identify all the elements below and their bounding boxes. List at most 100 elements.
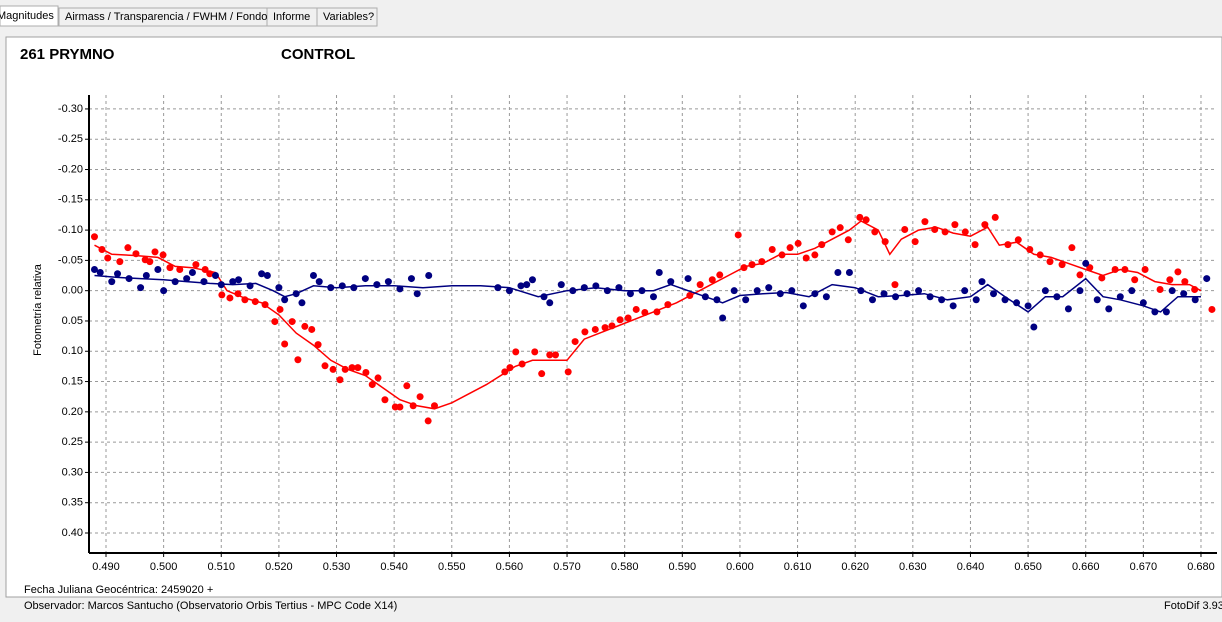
point [786,244,794,252]
point [871,228,879,236]
point [298,299,306,307]
point [494,284,502,292]
x-tick-label: 0.510 [207,561,235,573]
x-tick-label: 0.540 [380,561,408,573]
x-tick-label: 0.640 [957,561,985,573]
point [580,284,588,292]
point [192,261,200,269]
point [624,314,632,322]
point [151,248,159,256]
y-tick-label: -0.30 [58,103,83,115]
point [166,264,174,272]
point [778,251,786,259]
point [649,293,657,301]
point [104,254,112,262]
point [146,258,154,266]
x-tick-label: 0.670 [1130,561,1158,573]
tab[interactable] [316,7,378,27]
y-tick-label: 0.25 [62,436,83,448]
point [1121,265,1129,273]
point [229,278,237,286]
y-tick-label: -0.15 [58,194,83,206]
point [1111,265,1119,273]
point [200,278,208,286]
point [201,265,209,273]
point [132,250,140,258]
legend-entry: 261 PRYMNO [20,46,115,63]
x-tick-label: 0.580 [611,561,639,573]
point [292,290,300,298]
x-tick-label: 0.520 [265,561,293,573]
y-tick-label: 0.40 [62,527,83,539]
tab-label[interactable]: Variables? [323,11,374,23]
point [776,290,784,298]
point [1151,308,1159,316]
point [990,290,998,298]
point [506,364,514,372]
footer-date: Fecha Juliana Geocéntrica: 2459020 + [24,584,213,596]
point [281,296,289,304]
point [991,213,999,221]
point [601,324,609,332]
x-tick-label: 0.650 [1014,561,1042,573]
point [844,236,852,244]
tab-label[interactable]: Airmass / Transparencia / FWHM / Fondo [65,11,267,23]
x-tick-label: 0.600 [726,561,754,573]
point [381,396,389,404]
footer-observer: Observador: Marcos Santucho (Observatori… [24,600,397,612]
point [667,278,675,286]
point [1156,285,1164,293]
point [626,290,634,298]
plot: -0.30 -0.25 -0.20 -0.15 -0.10 -0.05 0.00 0.05 0.… [58,95,1217,573]
point [616,316,624,324]
point [160,287,168,295]
point [261,301,269,309]
point [501,368,509,376]
point [263,272,271,280]
point [748,261,756,269]
point [321,362,329,370]
y-tick-label: -0.25 [58,133,83,145]
point [125,275,133,283]
point [517,282,525,290]
tab-active[interactable] [0,5,59,27]
point [251,298,259,306]
point [1128,287,1136,295]
point [1036,251,1044,259]
point [1068,244,1076,252]
y-tick-label: 0.30 [62,466,83,478]
tab-label[interactable]: Informe [273,11,310,23]
point [308,325,316,333]
tab-label[interactable]: Magnitudes [0,10,54,22]
point [336,376,344,384]
point [425,272,433,280]
point [1203,275,1211,283]
point [108,278,116,286]
x-tick-label: 0.560 [496,561,524,573]
point [1181,278,1189,286]
point [301,322,309,330]
point [137,284,145,292]
point [1116,293,1124,301]
point [315,278,323,286]
point [857,287,865,295]
point [116,258,124,266]
point [362,368,370,376]
point [271,318,279,326]
y-tick-label: 0.20 [62,406,83,418]
point [891,281,899,289]
point [1058,261,1066,269]
point [396,285,404,293]
point [314,341,322,349]
point [701,293,709,301]
y-tick-label: -0.20 [58,163,83,175]
point [188,269,196,277]
point [615,284,623,292]
x-tick-label: 0.490 [92,561,120,573]
point [978,278,986,286]
point [592,282,600,290]
point [350,284,358,292]
point [276,305,284,313]
point [1053,293,1061,301]
plot-area [89,95,1217,553]
